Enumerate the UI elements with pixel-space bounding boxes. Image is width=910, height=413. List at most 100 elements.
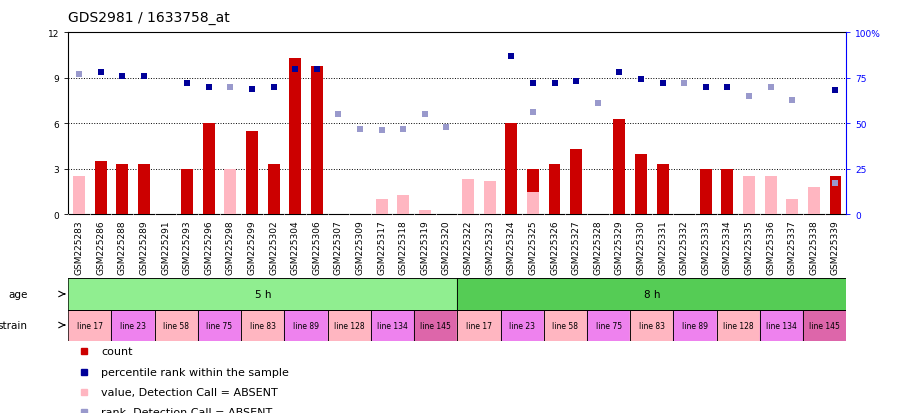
Bar (527, 169, 539, 215)
Point (331, 112, 346, 118)
Text: GSM225325: GSM225325 (529, 220, 538, 274)
Text: line 58: line 58 (163, 321, 189, 330)
Text: GSM225296: GSM225296 (204, 220, 213, 274)
Point (828, 180, 843, 187)
Text: line 17: line 17 (76, 321, 103, 330)
Bar (414, 310, 458, 341)
Bar (371, 310, 414, 341)
Text: GSM225330: GSM225330 (636, 220, 645, 275)
Bar (830, 177, 842, 215)
Bar (527, 192, 539, 215)
Text: GSM225302: GSM225302 (269, 220, 278, 274)
Bar (311, 66, 323, 215)
Point (180, 81, 195, 87)
Bar (722, 169, 733, 215)
Point (677, 81, 692, 87)
Text: GSM225306: GSM225306 (312, 220, 321, 275)
Text: line 23: line 23 (509, 321, 535, 330)
Text: GSM225286: GSM225286 (96, 220, 106, 274)
Point (396, 126, 410, 133)
Text: GSM225339: GSM225339 (831, 220, 840, 275)
Bar (717, 310, 760, 341)
Bar (457, 279, 846, 310)
Bar (284, 310, 328, 341)
Bar (376, 199, 388, 215)
Text: GSM225336: GSM225336 (766, 220, 775, 275)
Bar (181, 169, 193, 215)
Text: GSM225331: GSM225331 (658, 220, 667, 275)
Text: line 134: line 134 (377, 321, 408, 330)
Text: GSM225319: GSM225319 (420, 220, 430, 275)
Bar (804, 310, 846, 341)
Bar (808, 188, 820, 215)
Bar (657, 165, 669, 215)
Text: line 58: line 58 (552, 321, 579, 330)
Bar (225, 169, 237, 215)
Bar (673, 310, 717, 341)
Point (288, 66, 302, 73)
Point (763, 84, 778, 91)
Bar (786, 199, 798, 215)
Point (115, 74, 129, 80)
Bar (700, 169, 712, 215)
Point (547, 81, 561, 87)
Text: GSM225334: GSM225334 (723, 220, 732, 274)
Point (828, 88, 843, 95)
Point (418, 112, 432, 118)
Text: 8 h: 8 h (643, 289, 660, 299)
Text: age: age (8, 289, 27, 299)
Text: line 128: line 128 (723, 321, 753, 330)
Text: GSM225326: GSM225326 (550, 220, 559, 274)
Point (720, 84, 734, 91)
Point (440, 124, 454, 131)
Point (612, 70, 627, 76)
Text: line 145: line 145 (420, 321, 451, 330)
Bar (155, 310, 197, 341)
Point (742, 93, 756, 100)
Bar (138, 165, 150, 215)
Bar (203, 124, 215, 215)
Point (526, 81, 541, 87)
Bar (73, 177, 85, 215)
Bar (328, 310, 371, 341)
Bar (587, 310, 631, 341)
Bar (289, 59, 301, 215)
Text: GSM225329: GSM225329 (615, 220, 624, 274)
Text: GDS2981 / 1633758_at: GDS2981 / 1633758_at (68, 11, 230, 25)
Text: GSM225337: GSM225337 (788, 220, 797, 275)
Point (72, 71, 86, 78)
Text: GSM225299: GSM225299 (248, 220, 257, 274)
Text: GSM225327: GSM225327 (571, 220, 581, 274)
Text: GSM225304: GSM225304 (290, 220, 299, 274)
Point (633, 77, 648, 83)
Text: GSM225293: GSM225293 (183, 220, 192, 274)
Point (785, 97, 800, 104)
Text: percentile rank within the sample: percentile rank within the sample (101, 367, 288, 377)
Text: GSM225318: GSM225318 (399, 220, 408, 275)
Text: GSM225333: GSM225333 (702, 220, 711, 275)
Bar (462, 180, 474, 215)
Text: GSM225328: GSM225328 (593, 220, 602, 274)
Text: GSM225309: GSM225309 (356, 220, 365, 275)
Bar (544, 310, 587, 341)
Text: GSM225332: GSM225332 (680, 220, 689, 274)
Text: line 17: line 17 (466, 321, 492, 330)
Text: line 75: line 75 (207, 321, 233, 330)
Text: GSM225289: GSM225289 (139, 220, 148, 274)
Text: line 89: line 89 (293, 321, 319, 330)
Point (267, 84, 281, 91)
Text: line 134: line 134 (766, 321, 797, 330)
Text: GSM225307: GSM225307 (334, 220, 343, 275)
Text: GSM225338: GSM225338 (809, 220, 818, 275)
Point (201, 84, 216, 91)
Text: GSM225335: GSM225335 (744, 220, 753, 275)
Bar (268, 165, 279, 215)
Bar (571, 150, 582, 215)
Bar (501, 310, 544, 341)
Text: value, Detection Call = ABSENT: value, Detection Call = ABSENT (101, 387, 278, 397)
Text: GSM225320: GSM225320 (442, 220, 451, 274)
Point (94, 70, 108, 76)
Bar (246, 131, 258, 215)
Point (245, 86, 259, 93)
Text: 5 h: 5 h (255, 289, 271, 299)
